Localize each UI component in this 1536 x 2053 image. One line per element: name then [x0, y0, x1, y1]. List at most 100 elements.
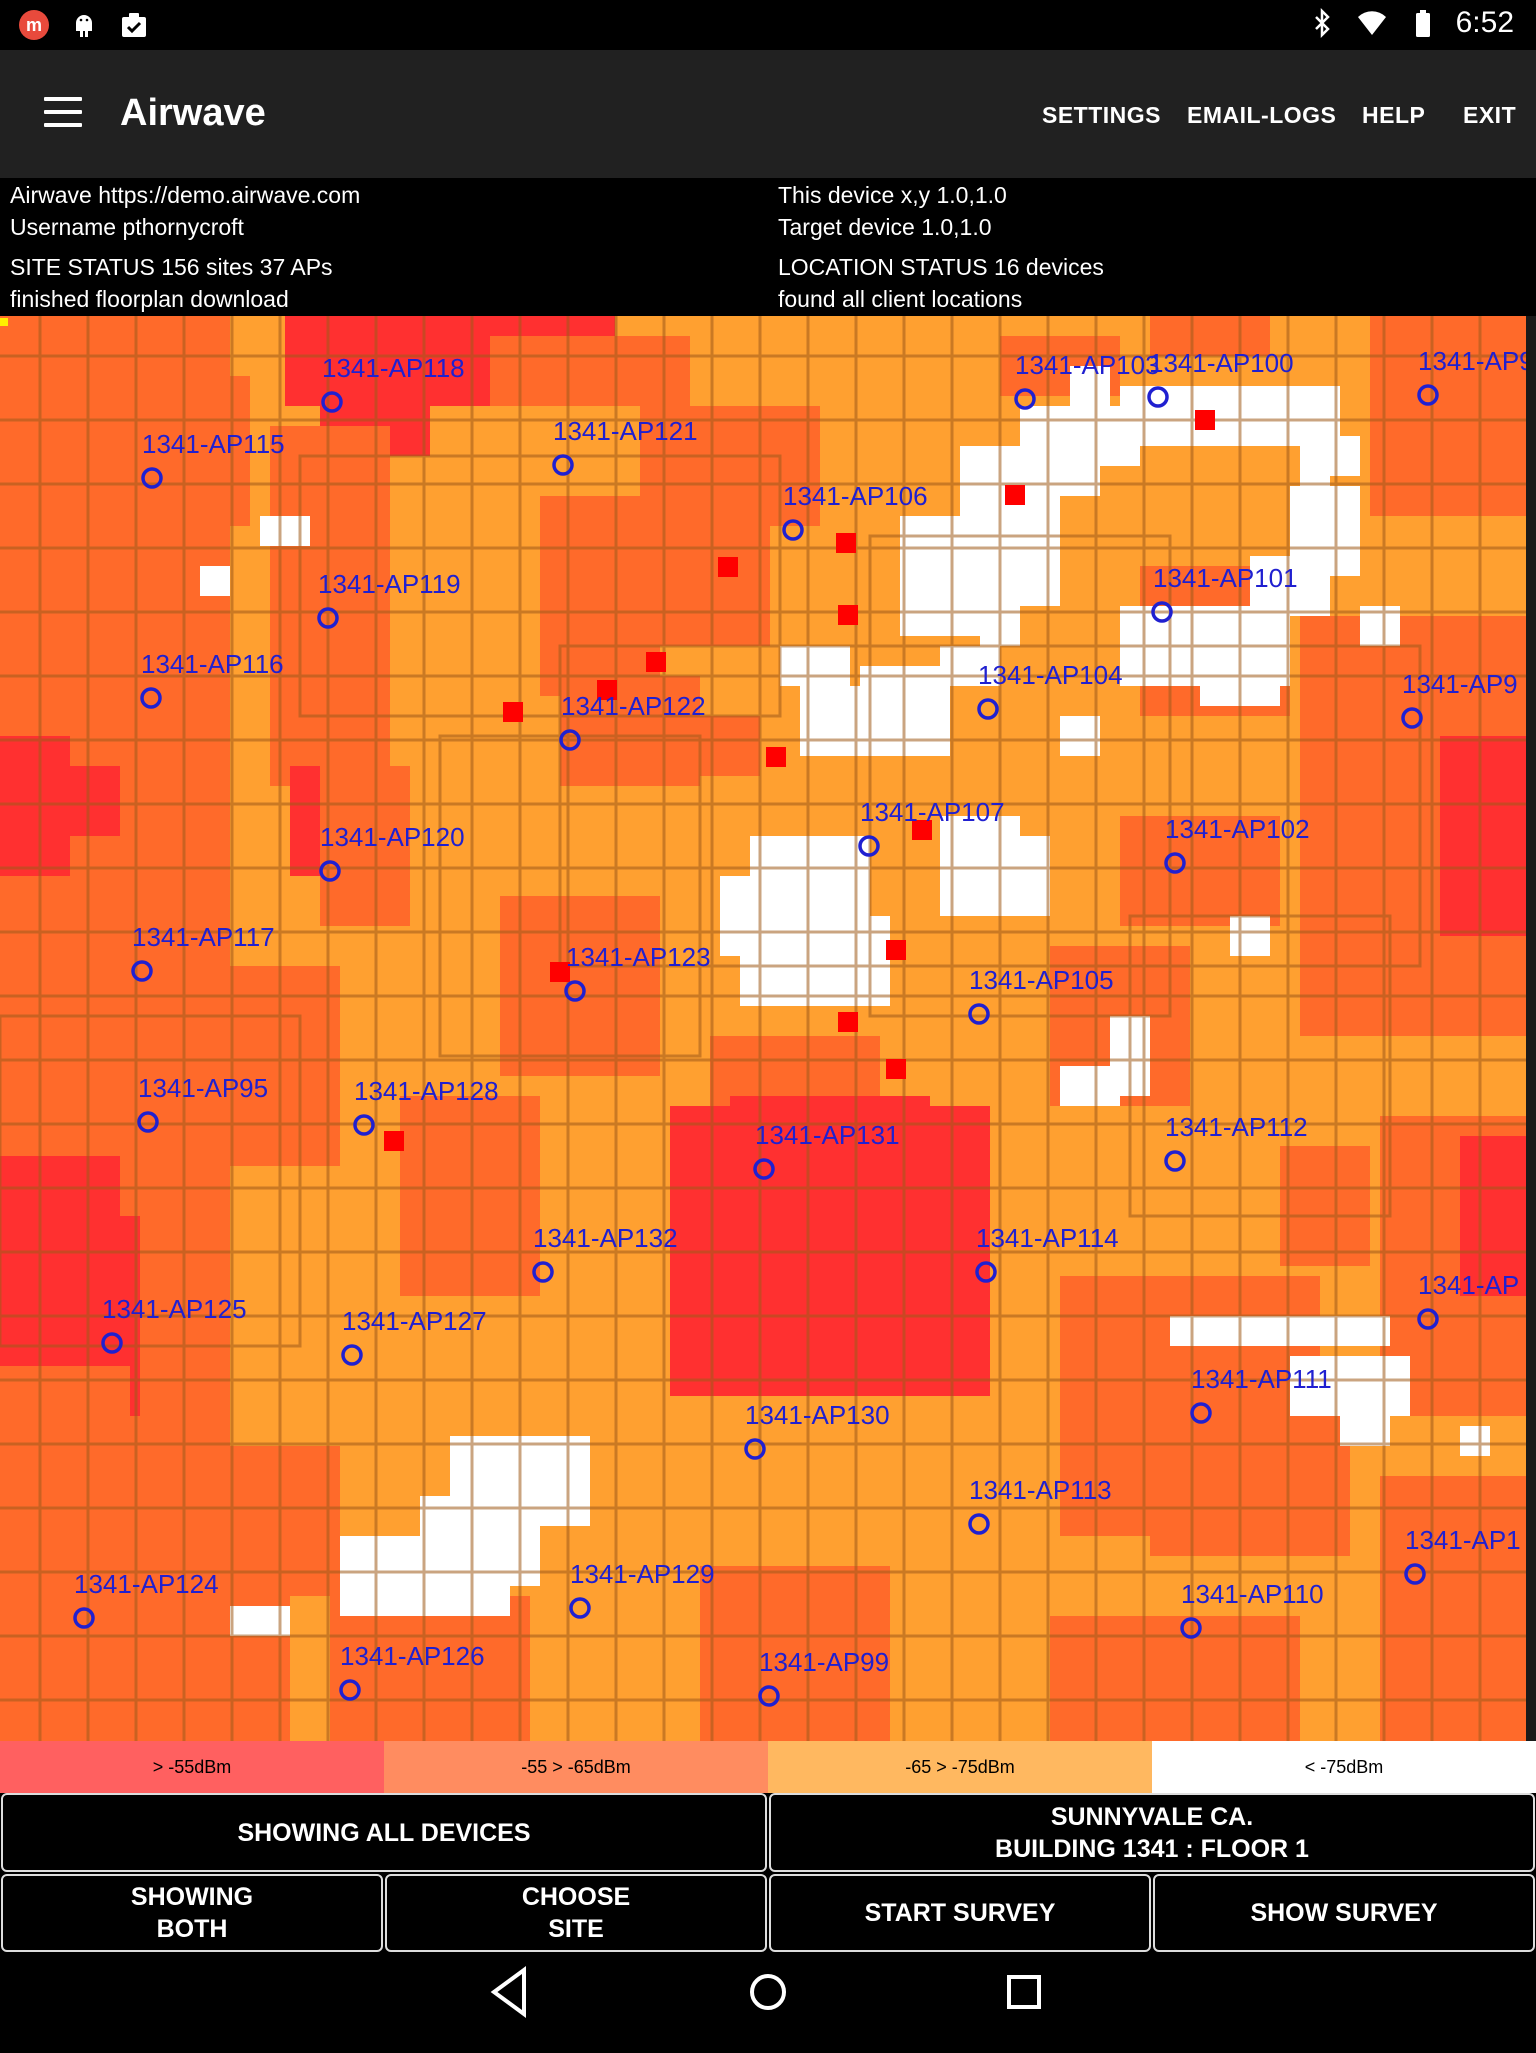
access-point-label: 1341-AP100 [1149, 348, 1294, 378]
weak-signal-zone [900, 516, 980, 636]
access-point-label: 1341-AP104 [978, 660, 1123, 690]
access-point-icon [339, 1679, 361, 1701]
heatmap-zone [0, 766, 120, 836]
access-point[interactable]: 1341-AP115 [141, 429, 285, 489]
access-point[interactable]: 1341-AP101 [1151, 563, 1298, 623]
access-point-label: 1341-AP101 [1153, 563, 1298, 593]
access-point-label: 1341-AP103 [1015, 350, 1160, 380]
mail-icon: m [19, 10, 49, 40]
access-point[interactable]: 1341-AP102 [1164, 814, 1310, 874]
client-device-marker [550, 962, 570, 982]
heatmap-zone [0, 1576, 290, 1741]
heatmap-floorplan[interactable]: 1341-AP118 1341-AP103 1341-AP100 1341-AP9 13… [0, 316, 1536, 1741]
weak-signal-zone [1070, 366, 1110, 406]
access-point[interactable]: 1341-AP104 [977, 660, 1123, 720]
exit-button[interactable]: EXIT [1463, 102, 1517, 128]
site-selector-button[interactable]: SUNNYVALE CA. BUILDING 1341 : FLOOR 1 [769, 1793, 1535, 1872]
back-icon[interactable] [490, 1966, 526, 2018]
showing-all-devices-button[interactable]: SHOWING ALL DEVICES [1, 1793, 767, 1872]
settings-button[interactable]: SETTINGS [1042, 102, 1162, 128]
client-device-marker [503, 702, 523, 722]
access-point[interactable]: 1341-AP123 [564, 942, 711, 1002]
heatmap-zone [880, 1196, 990, 1316]
weak-signal-zone [940, 646, 1000, 686]
access-point[interactable]: 1341-AP129 [569, 1559, 715, 1619]
access-point[interactable]: 1341-AP114 [975, 1223, 1119, 1283]
access-point[interactable]: 1341-AP112 [1164, 1112, 1308, 1172]
start-survey-button[interactable]: START SURVEY [769, 1874, 1151, 1952]
access-point[interactable]: 1341-AP9 [1401, 669, 1518, 729]
access-point[interactable]: 1341-AP128 [353, 1076, 499, 1136]
access-point-icon [564, 980, 586, 1002]
android-icon [76, 15, 92, 37]
access-point-icon [341, 1344, 363, 1366]
client-device-marker [1005, 485, 1025, 505]
access-point-icon [968, 1513, 990, 1535]
access-point[interactable]: 1341-AP99 [758, 1647, 889, 1707]
access-point[interactable]: 1341-AP131 [753, 1120, 900, 1180]
access-point[interactable]: 1341-AP100 [1147, 348, 1294, 408]
app-bar: Airwave SETTINGS EMAIL-LOGS HELP EXIT [0, 50, 1536, 178]
recents-icon[interactable] [1007, 1975, 1041, 2009]
access-point[interactable]: 1341-AP95 [137, 1073, 268, 1133]
heatmap-zone [1460, 1136, 1536, 1296]
email-logs-button[interactable]: EMAIL-LOGS [1187, 102, 1337, 128]
access-point-icon [1417, 1308, 1439, 1330]
access-point-icon [1401, 707, 1423, 729]
heatmap-zone [1150, 316, 1270, 356]
access-point[interactable]: 1341-AP107 [858, 797, 1005, 857]
client-device-marker [1195, 410, 1215, 430]
access-point[interactable]: 1341-AP120 [319, 822, 465, 882]
heatmap-zone [40, 1446, 160, 1546]
access-point[interactable]: 1341-AP106 [782, 481, 928, 541]
access-point-icon [1164, 1150, 1186, 1172]
clipboard-icon [122, 13, 146, 37]
showing-both-button[interactable]: SHOWING BOTH [1, 1874, 383, 1952]
access-point[interactable]: 1341-AP9 [1417, 346, 1534, 406]
hamburger-menu-icon[interactable] [44, 97, 82, 129]
svg-text:m: m [26, 15, 42, 35]
access-point[interactable]: 1341-AP105 [968, 965, 1114, 1025]
access-point-icon [1404, 1563, 1426, 1585]
access-point[interactable]: 1341-AP [1417, 1270, 1519, 1330]
access-point[interactable]: 1341-AP126 [339, 1641, 485, 1701]
access-point[interactable]: 1341-AP103 [1014, 350, 1160, 410]
signal-legend: > -55dBm -55 > -65dBm -65 > -75dBm < -75… [0, 1741, 1536, 1793]
access-point[interactable]: 1341-AP111 [1190, 1364, 1332, 1424]
home-icon[interactable] [750, 1974, 786, 2010]
access-point-label: 1341-AP126 [340, 1641, 485, 1671]
access-point[interactable]: 1341-AP124 [73, 1569, 219, 1629]
access-point[interactable]: 1341-AP118 [321, 353, 465, 413]
access-point-label: 1341-AP113 [969, 1475, 1112, 1505]
access-point[interactable]: 1341-AP132 [532, 1223, 678, 1283]
access-point-label: 1341-AP128 [354, 1076, 499, 1106]
access-point[interactable]: 1341-AP121 [552, 416, 698, 476]
origin-marker [0, 318, 8, 326]
access-point[interactable]: 1341-AP110 [1180, 1579, 1324, 1639]
heatmap-zone [320, 766, 410, 926]
access-point[interactable]: 1341-AP130 [744, 1400, 890, 1460]
help-button[interactable]: HELP [1362, 102, 1426, 128]
site-status: SITE STATUS 156 sites 37 APs [10, 254, 333, 280]
access-point-icon [758, 1685, 780, 1707]
navigation-bar [0, 1952, 1536, 2048]
access-point[interactable]: 1341-AP113 [968, 1475, 1112, 1535]
access-point-icon [1014, 388, 1036, 410]
show-survey-button[interactable]: SHOW SURVEY [1153, 1874, 1535, 1952]
access-point[interactable]: 1341-AP119 [317, 569, 461, 629]
choose-site-button[interactable]: CHOOSE SITE [385, 1874, 767, 1952]
access-point[interactable]: 1341-AP125 [101, 1294, 247, 1354]
access-point-icon [1151, 601, 1173, 623]
access-point-label: 1341-AP [1418, 1270, 1519, 1300]
map-scrollbar[interactable] [1526, 316, 1536, 1741]
access-point[interactable]: 1341-AP127 [341, 1306, 487, 1366]
access-point[interactable]: 1341-AP122 [559, 691, 706, 751]
heatmap-zone [130, 376, 250, 526]
weak-signal-zone [1300, 456, 1330, 516]
access-point[interactable]: 1341-AP1 [1404, 1525, 1521, 1585]
access-point[interactable]: 1341-AP117 [131, 922, 275, 982]
access-point-icon [1164, 852, 1186, 874]
access-point[interactable]: 1341-AP116 [140, 649, 284, 709]
weak-signal-zone [260, 516, 310, 546]
